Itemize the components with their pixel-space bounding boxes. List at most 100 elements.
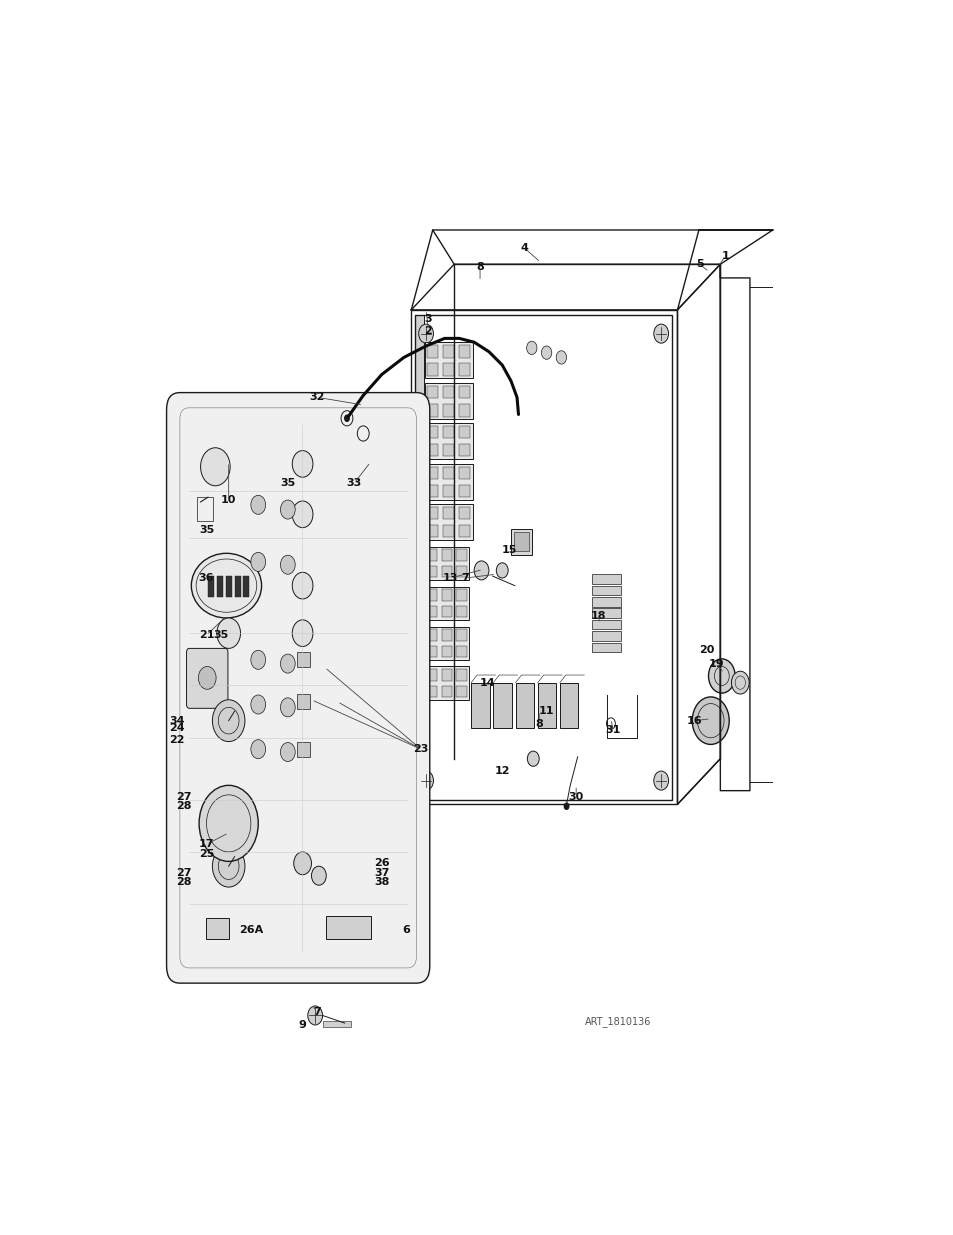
Circle shape [251, 695, 265, 714]
Text: 6: 6 [402, 925, 410, 935]
Circle shape [653, 771, 668, 790]
Text: 8: 8 [476, 262, 483, 272]
Text: 35: 35 [198, 525, 213, 536]
Bar [426, 605, 436, 618]
Bar [458, 385, 470, 399]
Circle shape [418, 324, 433, 343]
Bar [234, 576, 240, 597]
Bar [415, 315, 672, 799]
Bar [424, 626, 469, 659]
Bar [424, 383, 472, 419]
Bar [441, 646, 452, 657]
Bar [415, 315, 423, 799]
Text: 7: 7 [461, 573, 469, 583]
Bar [441, 550, 452, 561]
Bar [424, 504, 472, 540]
Text: 2: 2 [424, 326, 432, 336]
Circle shape [280, 698, 294, 716]
Circle shape [280, 742, 294, 762]
Circle shape [653, 324, 668, 343]
Text: 8: 8 [535, 719, 542, 729]
FancyBboxPatch shape [167, 393, 429, 983]
Bar [427, 525, 437, 537]
Circle shape [526, 341, 537, 354]
Text: 11: 11 [538, 706, 554, 716]
Text: 35: 35 [280, 478, 295, 488]
Circle shape [418, 771, 433, 790]
Bar [456, 669, 466, 680]
Bar [322, 1021, 351, 1026]
Bar [426, 566, 436, 578]
Text: 9: 9 [298, 1020, 306, 1030]
Text: 14: 14 [479, 678, 495, 688]
Bar [456, 605, 466, 618]
Circle shape [200, 448, 230, 485]
Ellipse shape [192, 553, 261, 618]
Bar [442, 467, 454, 479]
Bar [426, 589, 436, 600]
Bar [441, 566, 452, 578]
Bar [424, 547, 469, 580]
Bar [196, 498, 213, 521]
Bar [442, 443, 454, 457]
Bar [458, 484, 470, 498]
Bar [592, 609, 619, 618]
Circle shape [708, 658, 735, 693]
Text: 16: 16 [686, 715, 701, 726]
Text: 19: 19 [708, 658, 723, 668]
Bar [427, 443, 437, 457]
Text: 3: 3 [424, 315, 432, 325]
Circle shape [692, 697, 728, 745]
Text: ART_1810136: ART_1810136 [584, 1015, 651, 1026]
Circle shape [292, 501, 313, 527]
Circle shape [213, 845, 245, 887]
Text: 28: 28 [176, 802, 192, 811]
Circle shape [731, 672, 748, 694]
Bar [427, 385, 437, 399]
Circle shape [251, 651, 265, 669]
Bar [206, 919, 229, 940]
Bar [471, 683, 489, 729]
Bar [427, 345, 437, 358]
Bar [441, 685, 452, 698]
Bar [326, 915, 370, 940]
Bar [226, 576, 232, 597]
Text: 38: 38 [374, 877, 389, 887]
FancyBboxPatch shape [187, 648, 228, 709]
Bar [424, 424, 472, 459]
Circle shape [541, 346, 551, 359]
Bar [442, 426, 454, 438]
Circle shape [344, 415, 350, 422]
Bar [456, 550, 466, 561]
Bar [458, 525, 470, 537]
Bar [442, 525, 454, 537]
Bar [426, 629, 436, 641]
Circle shape [213, 700, 245, 741]
Bar [442, 345, 454, 358]
Bar [511, 529, 531, 556]
Text: 23: 23 [413, 745, 428, 755]
Text: 27: 27 [176, 868, 192, 878]
Bar [426, 669, 436, 680]
Bar [441, 605, 452, 618]
Text: 31: 31 [605, 725, 620, 735]
Text: 10: 10 [221, 495, 236, 505]
Bar [426, 646, 436, 657]
Bar [515, 683, 534, 729]
Bar [424, 667, 469, 700]
Text: 22: 22 [169, 735, 185, 745]
Circle shape [198, 667, 216, 689]
Bar [592, 585, 619, 595]
Bar [592, 642, 619, 652]
Circle shape [496, 563, 508, 578]
Bar [296, 741, 310, 757]
Text: 28: 28 [176, 877, 192, 887]
Text: 12: 12 [494, 766, 510, 776]
Text: 5: 5 [695, 259, 702, 269]
Bar [458, 506, 470, 519]
Bar [427, 506, 437, 519]
Bar [442, 484, 454, 498]
Circle shape [556, 351, 566, 364]
Text: 26A: 26A [238, 925, 263, 935]
Bar [592, 597, 619, 606]
